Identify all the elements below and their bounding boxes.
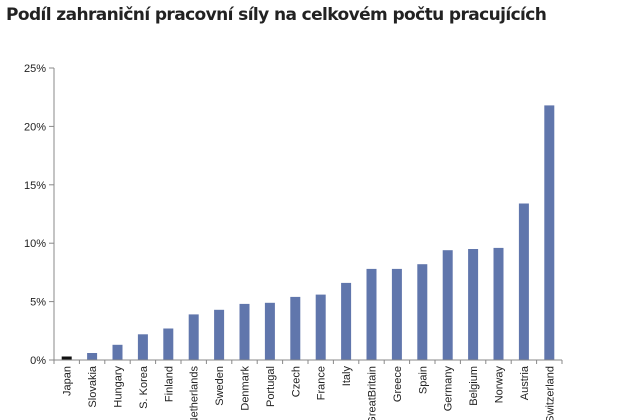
x-tick-label: France [316,366,328,400]
x-tick-label: Germany [443,366,455,412]
y-tick-label: 25% [24,63,46,75]
x-tick-label: Belgium [468,366,480,406]
x-axis: Japan Slovakia Hungary S. Korea Finland Nethe… [53,359,563,420]
bar-italy [341,282,352,360]
bars [61,105,555,361]
y-tick-label: 5% [30,297,46,309]
bar-finland [163,328,174,360]
x-tick-label: Czech [290,366,302,397]
bar-germany [442,250,453,360]
bar-sweden [214,309,225,360]
bar-hungary [112,344,123,360]
x-tick-label: Slovakia [87,365,99,407]
chart-title: Podíl zahraniční pracovní síly na celkov… [6,5,547,25]
bar-japan [61,356,72,360]
x-tick-label: Switzerland [544,366,556,420]
bar-czech [290,296,301,360]
bar-s-korea [137,334,148,360]
x-tick-label: Hungary [113,366,125,408]
bar-greece [391,268,402,360]
x-tick-label: Norway [494,366,506,404]
bar-belgium [468,249,479,360]
bar-portugal [264,302,275,360]
bar-switzerland [544,105,555,361]
bar-denmark [239,303,250,360]
x-tick-label: Greece [392,366,404,402]
x-tick-label: Spain [417,366,429,394]
x-tick-label: GreatBritain [367,366,379,420]
x-tick-label: Portugal [265,366,277,407]
x-tick-label: Finland [163,366,175,402]
y-tick-label: 20% [24,121,46,133]
bar-slovakia [87,353,98,360]
x-tick-label: S. Korea [138,365,150,409]
x-tick-label: Denmark [240,366,252,411]
x-tick-label: Netherlands [189,366,201,420]
x-tick-label: Italy [341,366,353,387]
bar-austria [518,203,529,360]
bar-netherlands [188,314,199,360]
x-tick-label: Sweden [214,366,226,406]
bar-france [315,294,326,360]
x-tick-label: Austria [519,365,531,400]
bar-greatbritain [366,268,377,360]
bar-spain [417,264,428,360]
bar-norway [493,247,504,360]
y-tick-label: 10% [24,238,46,250]
y-tick-label: 15% [24,180,46,192]
y-axis: 0% 5% 10% 15% 20% 25% [24,63,55,367]
y-tick-label: 0% [30,355,46,367]
x-tick-label: Japan [62,366,74,396]
